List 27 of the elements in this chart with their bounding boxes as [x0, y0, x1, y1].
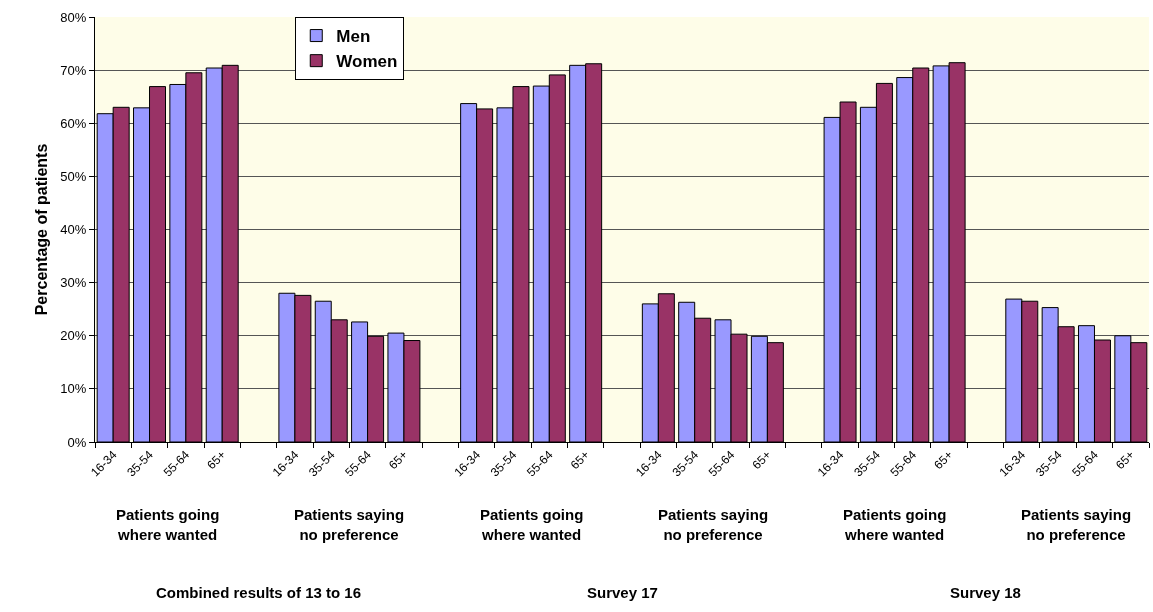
text: Patients going where wanted: [843, 506, 947, 543]
y-tick-label: 70%: [60, 62, 87, 78]
y-tick-label: 60%: [60, 115, 87, 131]
text: Patients saying no preference: [294, 506, 405, 543]
y-tick-label: 20%: [60, 328, 87, 344]
y-tick-label: 0%: [67, 434, 87, 450]
x-tick-label: 65+: [204, 447, 229, 473]
y-tick-label: 50%: [60, 168, 87, 184]
text: Patients going where wanted: [116, 506, 220, 543]
text: Patients going where wanted: [480, 506, 584, 543]
x-tick-label: 65+: [386, 447, 411, 473]
y-axis-title: Percentage of patients: [33, 143, 51, 316]
y-tick-label: 80%: [60, 9, 87, 25]
x-tick-label: 65+: [931, 447, 956, 473]
x-tick-label: 65+: [1112, 447, 1138, 473]
y-tick-label: 40%: [60, 222, 87, 238]
legend-label: Men: [336, 27, 371, 47]
legend-label: Women: [336, 52, 398, 72]
text: Survey 17: [587, 584, 658, 601]
text: Survey 18: [950, 584, 1021, 601]
text: Combined results of 13 to 16: [156, 584, 362, 601]
text: Patients saying no preference: [658, 506, 769, 543]
y-tick-label: 10%: [60, 381, 87, 397]
y-tick-label: 30%: [60, 275, 87, 291]
text: Patients saying no preference: [1021, 506, 1132, 543]
x-tick-label: 65+: [749, 447, 774, 473]
x-tick-label: 65+: [567, 447, 593, 473]
